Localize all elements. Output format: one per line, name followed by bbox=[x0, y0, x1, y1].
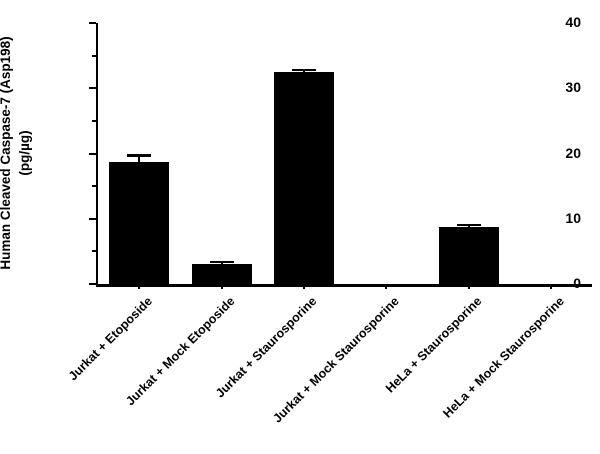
y-major-tick bbox=[89, 152, 96, 155]
y-major-tick bbox=[89, 87, 96, 90]
x-tick bbox=[385, 284, 388, 289]
y-tick-label: 20 bbox=[565, 144, 581, 161]
bar bbox=[438, 227, 499, 284]
error-bar-stem bbox=[138, 155, 141, 162]
x-tick bbox=[302, 284, 305, 289]
y-major-tick bbox=[89, 22, 96, 24]
error-bar-cap bbox=[209, 260, 234, 264]
x-tick bbox=[220, 284, 223, 289]
y-axis-title: Human Cleaved Caspase-7 (Asp198) (pg/µg) bbox=[0, 23, 37, 283]
y-minor-tick bbox=[92, 185, 96, 188]
y-major-tick bbox=[89, 217, 96, 220]
y-axis-line bbox=[96, 23, 98, 284]
y-tick-label: 40 bbox=[565, 14, 581, 30]
y-minor-tick bbox=[92, 119, 96, 122]
y-minor-tick bbox=[92, 54, 96, 57]
bar bbox=[273, 71, 334, 284]
y-minor-tick bbox=[92, 250, 96, 253]
y-tick-label: 30 bbox=[565, 79, 581, 96]
error-bar-cap bbox=[127, 154, 152, 157]
bar bbox=[109, 161, 170, 284]
plot-area: 0 10 20 30 40 bbox=[89, 14, 592, 291]
y-axis-title-line1: Human Cleaved Caspase-7 (Asp198) bbox=[0, 36, 13, 270]
bar bbox=[191, 264, 252, 284]
error-bar-cap bbox=[456, 223, 481, 227]
x-tick bbox=[467, 284, 470, 289]
x-category-label: Jurkat + Etoposide bbox=[65, 294, 156, 384]
y-tick-label: 0 bbox=[573, 275, 581, 291]
y-tick-label: 10 bbox=[565, 209, 581, 226]
y-axis-title-line2: (pg/µg) bbox=[16, 130, 32, 176]
y-major-tick bbox=[89, 283, 96, 285]
x-tick bbox=[549, 284, 552, 289]
x-axis-line bbox=[96, 284, 592, 287]
x-tick bbox=[138, 284, 141, 289]
error-bar-cap bbox=[291, 68, 316, 72]
